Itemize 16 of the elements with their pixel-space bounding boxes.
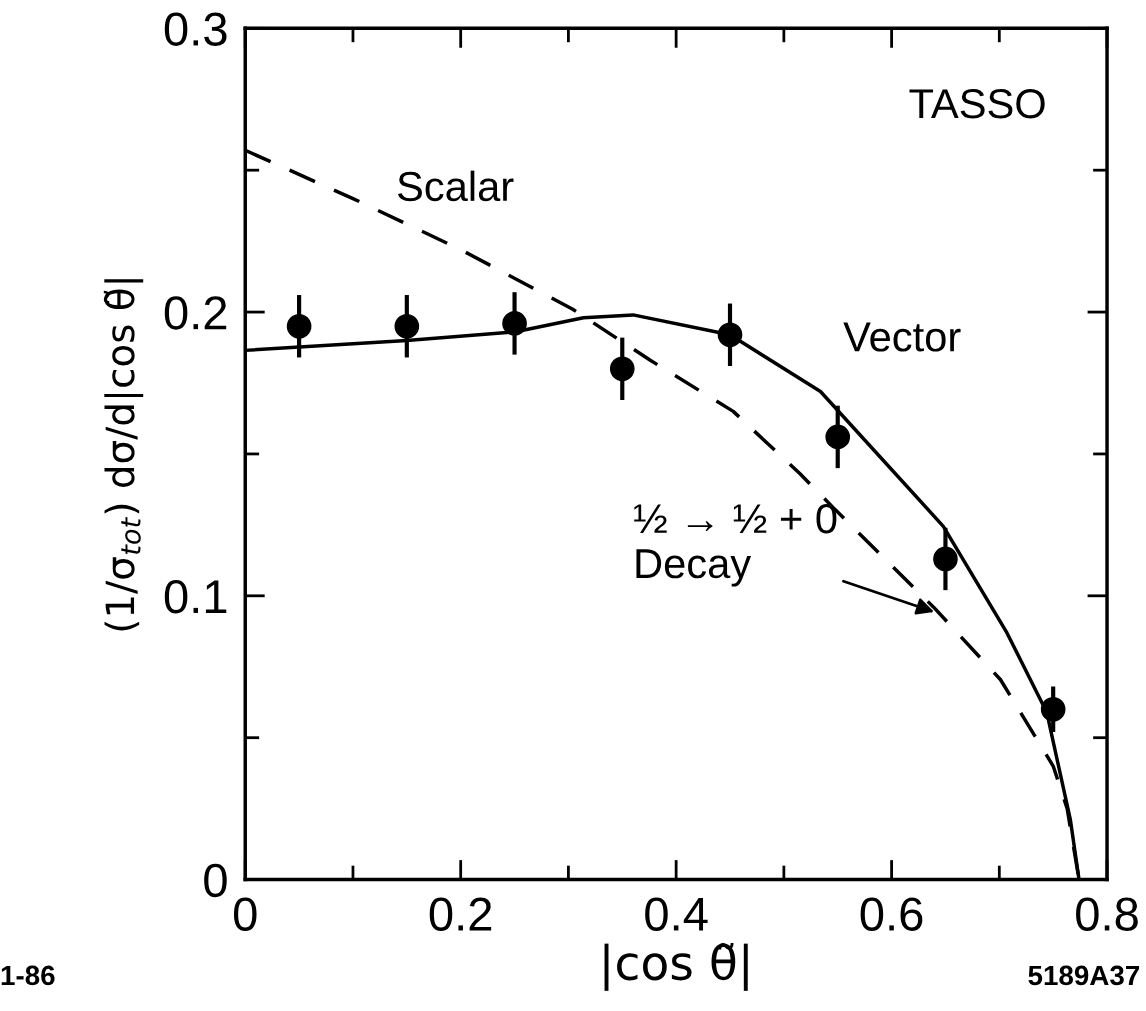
series-label: Scalar xyxy=(397,170,514,202)
x-tick-label: 0.8 xyxy=(1076,897,1138,931)
text: 5189A37 xyxy=(1028,965,1140,986)
y-tick-label: 0 xyxy=(204,863,227,898)
y-axis-title: (1/σ$_{tot}$) dσ/d|cos θ̃| xyxy=(103,279,144,631)
x-tick-label: 0.6 xyxy=(860,897,923,931)
text: 1-86 xyxy=(1,965,55,986)
x-axis-title: |cos θ̃| xyxy=(604,943,748,991)
annotation: TASSO xyxy=(909,89,1045,119)
x-tick-label: 0 xyxy=(233,897,257,931)
x-tick-label: 0.4 xyxy=(645,897,708,931)
x-tick-label: 0.2 xyxy=(429,897,492,931)
y-tick-label: 0.2 xyxy=(164,296,227,330)
series-label: Vector xyxy=(843,322,961,352)
y-tick-label: 0.3 xyxy=(164,12,227,46)
y-tick-label: 0.1 xyxy=(164,579,227,614)
